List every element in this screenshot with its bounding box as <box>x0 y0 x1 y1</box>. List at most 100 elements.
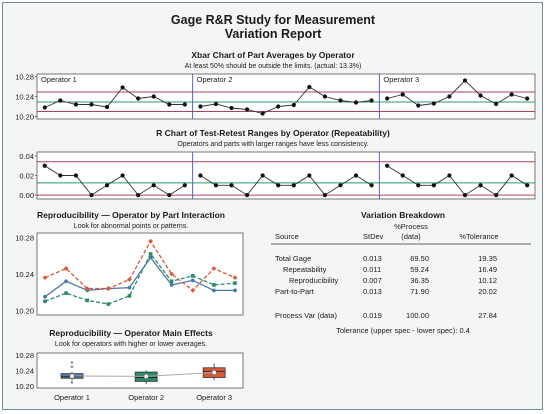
table-cell: 0.011 <box>363 265 381 274</box>
main-effects-category-label: Operator 1 <box>54 393 90 402</box>
box-outlier: * <box>71 363 74 372</box>
interaction-point <box>169 283 174 287</box>
table-cell: 0.019 <box>363 311 382 320</box>
table-header: %Tolerance <box>459 232 498 241</box>
table-header: (data) <box>401 232 421 241</box>
interaction-subtitle: Look for abnormal points or patterns. <box>74 223 188 230</box>
rchart-point <box>182 183 187 188</box>
table-cell: 16.49 <box>478 265 497 274</box>
box-outlier: * <box>71 379 74 388</box>
interaction-point <box>127 285 132 290</box>
xbar-point <box>42 105 47 110</box>
interaction-point <box>212 283 216 287</box>
table-header: Source <box>275 232 299 241</box>
table-row-label: Total Gage <box>275 254 311 263</box>
interaction-point <box>42 275 48 281</box>
xbar-point <box>462 78 468 83</box>
rchart-point <box>104 183 110 188</box>
rchart-point <box>416 183 421 188</box>
table-cell: 19.35 <box>478 254 497 263</box>
rchart-point <box>42 163 47 168</box>
rchart-series-line <box>386 165 528 196</box>
rchart-ytick: 0.00 <box>19 191 34 200</box>
interaction-point <box>63 266 69 271</box>
interaction-ytick: 10.24 <box>15 270 34 279</box>
main-effects-category-label: Operator 3 <box>196 393 232 402</box>
table-cell: 0.007 <box>363 276 382 285</box>
xbar-point <box>136 96 141 101</box>
xbar-point <box>167 102 172 107</box>
xbar-point <box>416 103 421 108</box>
interaction-series-line <box>44 239 236 292</box>
xbar-point <box>260 111 265 116</box>
xbar-point <box>353 100 359 105</box>
rchart-ytick: 0.04 <box>19 152 34 161</box>
table-cell: 36.35 <box>410 276 429 285</box>
interaction-point <box>233 281 237 285</box>
xbar-title: Xbar Chart of Part Averages by Operator <box>191 50 355 60</box>
rchart-point <box>89 192 94 198</box>
rchart-point <box>260 173 265 178</box>
report-canvas: Gage R&R Study for Measurement Variation… <box>15 13 536 402</box>
main-effects-mean-point <box>211 369 217 376</box>
table-header: StDev <box>363 232 384 241</box>
xbar-ytick: 10.28 <box>15 73 34 82</box>
table-cell: 0.013 <box>363 254 382 263</box>
rchart-point <box>353 173 359 178</box>
table-row-label: Reproducibility <box>289 276 338 285</box>
xbar-point <box>400 92 405 97</box>
interaction-plot-area <box>36 232 244 316</box>
xbar-point <box>338 98 343 103</box>
main-effects-ytick: 10.20 <box>15 382 34 391</box>
xbar-series-line <box>387 79 528 106</box>
rchart-point <box>369 183 374 188</box>
interaction-point <box>211 266 217 271</box>
rchart-point <box>385 163 390 168</box>
interaction-point <box>43 299 47 304</box>
xbar-point <box>104 104 110 110</box>
rchart-point <box>525 183 530 188</box>
table-cell: 0.013 <box>363 287 382 296</box>
xbar-point <box>478 93 483 98</box>
xbar-point <box>276 104 281 109</box>
table-cell: 69.50 <box>410 254 429 263</box>
box-outlier: * <box>71 359 74 368</box>
rchart-title: R Chart of Test-Retest Ranges by Operato… <box>156 128 390 138</box>
interaction-point <box>190 274 195 278</box>
xbar-point <box>229 105 234 111</box>
interaction-ytick: 10.28 <box>15 234 34 243</box>
main-effects-mean-point <box>69 373 75 379</box>
xbar-point <box>244 107 250 112</box>
xbar-point <box>307 84 312 90</box>
xbar-plot-area <box>36 73 536 120</box>
rchart-plot-area <box>36 151 536 200</box>
interaction-point <box>64 291 68 295</box>
xbar-point <box>213 101 219 107</box>
table-cell: 20.02 <box>478 287 497 296</box>
interaction-point <box>211 288 216 293</box>
tolerance-footnote: Tolerance (upper spec - lower spec): 0.4 <box>336 326 470 335</box>
interaction-point <box>169 271 175 277</box>
rchart-point <box>229 183 234 188</box>
table-row-label: Process Var (data) <box>275 311 337 320</box>
xbar-point <box>291 102 296 108</box>
xbar-operator-label: Operator 2 <box>197 75 233 84</box>
xbar-point <box>120 85 125 90</box>
interaction-point <box>43 294 47 299</box>
interaction-point <box>127 277 132 282</box>
interaction-point <box>232 275 238 281</box>
report-frame: Gage R&R Study for Measurement Variation… <box>2 2 543 410</box>
table-row-label: Repeatability <box>283 265 327 274</box>
xbar-point <box>369 98 374 103</box>
table-cell: 27.84 <box>478 311 497 320</box>
xbar-point <box>198 104 203 109</box>
rchart-point <box>447 173 452 178</box>
rchart-point <box>338 183 343 188</box>
interaction-ytick: 10.20 <box>15 306 34 315</box>
interaction-point <box>64 279 69 284</box>
xbar-series-line <box>200 86 372 114</box>
table-cell: 71.90 <box>410 287 429 296</box>
rchart-point <box>322 192 328 198</box>
xbar-point <box>89 102 94 107</box>
table-cell: 59.24 <box>410 265 429 274</box>
